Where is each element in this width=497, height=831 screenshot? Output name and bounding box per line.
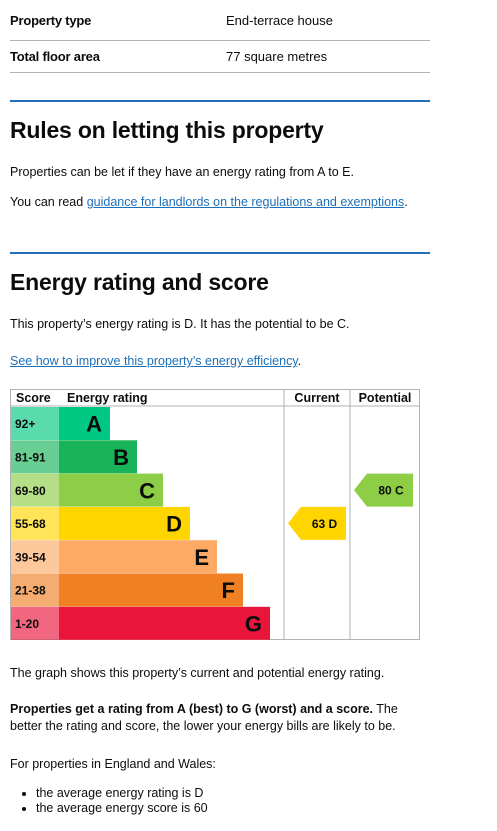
band-letter: C bbox=[139, 478, 155, 503]
letting-heading: Rules on letting this property bbox=[10, 117, 324, 143]
region-note: For properties in England and Wales: bbox=[10, 757, 216, 771]
graph-note: The graph shows this property’s current … bbox=[10, 666, 385, 680]
landlord-guidance-link[interactable]: guidance for landlords on the regulation… bbox=[86, 195, 405, 209]
improve-suffix: . bbox=[297, 354, 302, 368]
list-item: the average energy score is 60 bbox=[36, 801, 208, 816]
score-header: Score bbox=[16, 391, 51, 405]
band-letter: E bbox=[194, 545, 209, 570]
band-letter: B bbox=[113, 445, 129, 470]
band-score-cell bbox=[11, 506, 59, 540]
band-letter: D bbox=[166, 512, 182, 537]
current-header: Current bbox=[294, 391, 340, 405]
improve-efficiency-link[interactable]: See how to improve this property’s energ… bbox=[10, 354, 298, 368]
current-rating-label: 63 D bbox=[312, 517, 338, 531]
summary-row-floor-area: Total floor area 77 square metres bbox=[10, 41, 430, 73]
potential-header: Potential bbox=[359, 391, 412, 405]
band-bar bbox=[59, 540, 217, 574]
band-letter: G bbox=[245, 611, 262, 636]
energy-heading: Energy rating and score bbox=[10, 269, 269, 295]
band-score-label: 92+ bbox=[15, 417, 35, 431]
section-divider bbox=[10, 100, 430, 102]
list-item: the average energy rating is D bbox=[36, 786, 208, 801]
guidance-suffix: . bbox=[404, 195, 408, 209]
band-score-label: 81-91 bbox=[15, 450, 46, 464]
summary-key: Property type bbox=[10, 12, 92, 28]
potential-rating-arrow bbox=[354, 473, 413, 507]
band-bar bbox=[59, 506, 190, 540]
rating-explanation: Properties get a rating from A (best) to… bbox=[10, 701, 430, 735]
band-score-label: 69-80 bbox=[15, 484, 46, 498]
energy-rating-chart: Score Energy rating Current Potential 92+ A 81… bbox=[10, 389, 420, 640]
band-score-label: 21-38 bbox=[15, 584, 46, 598]
guidance-prefix: You can read bbox=[10, 195, 87, 209]
improve-paragraph: See how to improve this property’s energ… bbox=[10, 353, 430, 370]
band-score-cell bbox=[11, 573, 59, 607]
energy-rating-paragraph: This property’s energy rating is D. It h… bbox=[10, 317, 350, 331]
band-score-cell bbox=[11, 407, 59, 440]
summary-value: 77 square metres bbox=[226, 49, 328, 64]
band-score-cell bbox=[11, 606, 59, 640]
section-divider bbox=[10, 252, 430, 254]
summary-value: End-terrace house bbox=[226, 12, 333, 28]
band-score-label: 55-68 bbox=[15, 517, 46, 531]
band-bar bbox=[59, 606, 270, 640]
letting-paragraph: Properties can be let if they have an en… bbox=[10, 165, 354, 179]
summary-list: Property type End-terrace house Total fl… bbox=[10, 0, 430, 73]
potential-rating-label: 80 C bbox=[378, 484, 404, 498]
rating-explanation-rest: The better the rating and score, the low… bbox=[10, 702, 398, 733]
band-bar bbox=[59, 473, 163, 507]
summary-key: Total floor area bbox=[10, 49, 100, 64]
summary-row-property-type: Property type End-terrace house bbox=[10, 0, 430, 41]
rating-explanation-bold: Properties get a rating from A (best) to… bbox=[10, 702, 374, 716]
band-score-cell bbox=[11, 473, 59, 507]
average-list: the average energy rating is D the avera… bbox=[10, 786, 208, 816]
landlord-guidance-paragraph: You can read guidance for landlords on t… bbox=[10, 194, 430, 211]
band-score-cell bbox=[11, 440, 59, 474]
band-score-label: 1-20 bbox=[15, 617, 39, 631]
band-bar bbox=[59, 407, 110, 440]
band-score-cell bbox=[11, 540, 59, 574]
band-bar bbox=[59, 573, 243, 607]
band-bar bbox=[59, 440, 137, 474]
band-letter: A bbox=[86, 412, 102, 437]
current-rating-arrow bbox=[288, 506, 346, 540]
energy-rating-header: Energy rating bbox=[67, 391, 148, 405]
band-score-label: 39-54 bbox=[15, 550, 46, 564]
band-letter: F bbox=[222, 578, 235, 603]
